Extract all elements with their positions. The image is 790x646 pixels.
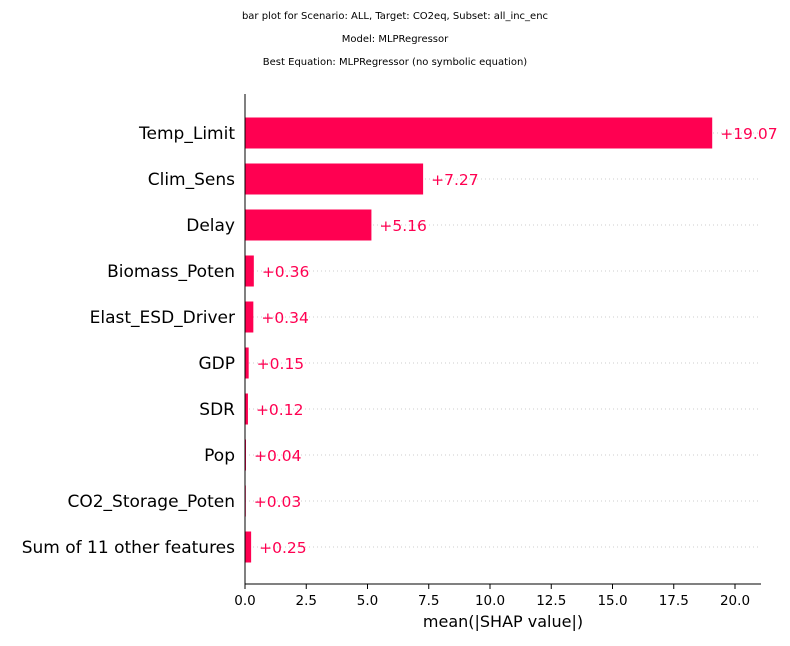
bar-clim-sens — [245, 163, 424, 195]
bar-gdp — [245, 347, 249, 379]
value-label: +0.15 — [257, 355, 305, 373]
chart-title-line: Model: MLPRegressor — [342, 34, 449, 45]
value-label: +5.16 — [379, 217, 427, 235]
x-tick-label: 10.0 — [475, 593, 505, 609]
x-tick-label: 15.0 — [597, 593, 627, 609]
x-tick-label: 2.5 — [296, 593, 317, 609]
category-label: Temp_Limit — [138, 124, 235, 144]
category-label: Delay — [186, 216, 235, 236]
bar-sum-of-11-other-features — [245, 531, 252, 563]
value-label: +19.07 — [720, 125, 777, 143]
x-tick-label: 0.0 — [234, 593, 255, 609]
x-axis-label: mean(|SHAP value|) — [423, 612, 583, 631]
category-label: Biomass_Poten — [107, 262, 235, 282]
value-label: +0.12 — [256, 401, 304, 419]
x-tick-label: 20.0 — [720, 593, 750, 609]
category-label: Sum of 11 other features — [22, 538, 235, 558]
category-label: GDP — [198, 354, 235, 374]
value-label: +0.36 — [262, 263, 310, 281]
bar-elast-esd-driver — [245, 301, 254, 333]
value-label: +0.04 — [254, 447, 301, 465]
x-tick-label: 5.0 — [357, 593, 378, 609]
category-label: SDR — [199, 400, 235, 420]
bar-temp-limit — [245, 117, 713, 149]
value-label: +7.27 — [431, 171, 479, 189]
x-tick-label: 7.5 — [418, 593, 439, 609]
category-label: Clim_Sens — [148, 170, 235, 190]
category-label: Elast_ESD_Driver — [90, 308, 235, 328]
value-label: +0.03 — [254, 493, 301, 511]
bar-sdr — [245, 393, 248, 425]
chart-title-line: Best Equation: MLPRegressor (no symbolic… — [263, 57, 527, 68]
value-label: +0.25 — [259, 539, 307, 557]
category-label: CO2_Storage_Poten — [67, 492, 235, 512]
x-tick-label: 12.5 — [536, 593, 566, 609]
chart-title-line: bar plot for Scenario: ALL, Target: CO2e… — [242, 11, 548, 22]
bar-delay — [245, 209, 372, 241]
value-label: +0.34 — [261, 309, 309, 327]
category-label: Pop — [204, 446, 235, 466]
bar-biomass-poten — [245, 255, 254, 287]
x-tick-label: 17.5 — [659, 593, 689, 609]
